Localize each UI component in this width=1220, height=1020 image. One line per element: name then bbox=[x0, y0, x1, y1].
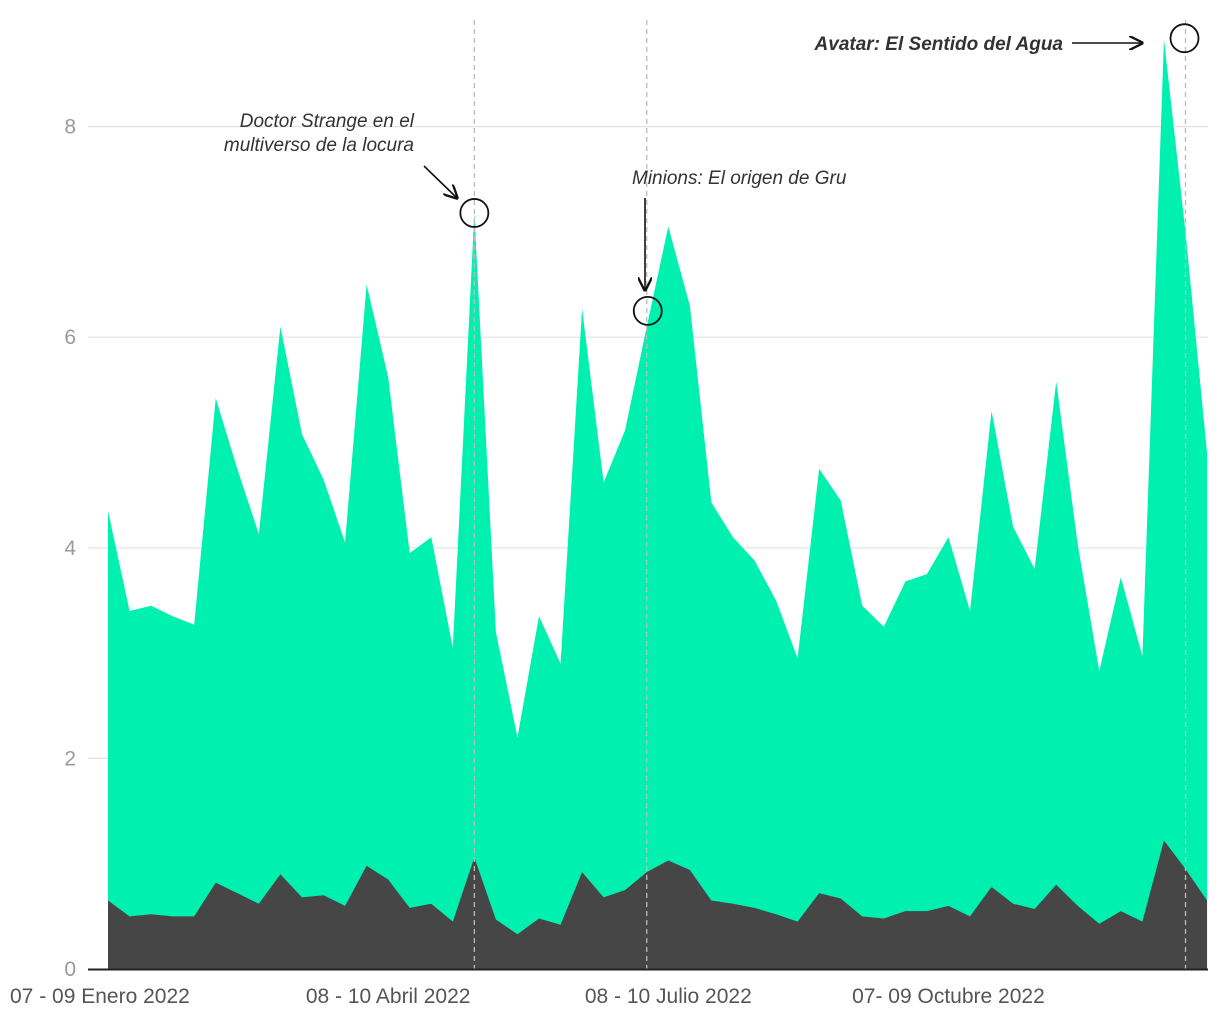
series-area-total bbox=[108, 39, 1208, 969]
annotation-label: Minions: El origen de Gru bbox=[632, 168, 847, 189]
y-tick-label: 4 bbox=[64, 537, 76, 560]
x-tick-label: 08 - 10 Julio 2022 bbox=[585, 985, 752, 1008]
annotation-circle bbox=[1169, 23, 1200, 54]
annotation-circle bbox=[632, 295, 663, 326]
x-tick-label: 07 - 09 Enero 2022 bbox=[10, 985, 190, 1008]
y-tick-label: 0 bbox=[64, 958, 76, 981]
y-tick-label: 6 bbox=[64, 326, 76, 349]
annotations: Doctor Strange en el multiverso de la loc… bbox=[224, 23, 1200, 326]
x-axis-ticks: 07 - 09 Enero 2022 08 - 10 Abril 2022 08 -… bbox=[10, 985, 1045, 1008]
area-layer bbox=[108, 39, 1208, 969]
x-tick-label: 07- 09 Octubre 2022 bbox=[852, 985, 1045, 1008]
series-area-secondary bbox=[108, 840, 1208, 969]
annotation-label: Doctor Strange en el bbox=[240, 111, 415, 132]
annotation-label: multiverso de la locura bbox=[224, 135, 414, 156]
y-axis-ticks: 0 2 4 6 8 bbox=[64, 116, 76, 981]
y-tick-label: 2 bbox=[64, 747, 76, 770]
annotation-circle bbox=[459, 198, 490, 228]
x-tick-label: 08 - 10 Abril 2022 bbox=[306, 985, 471, 1008]
y-tick-label: 8 bbox=[64, 116, 76, 139]
annotation-arrow bbox=[423, 165, 457, 198]
annotation-label: Avatar: El Sentido del Agua bbox=[814, 34, 1064, 55]
